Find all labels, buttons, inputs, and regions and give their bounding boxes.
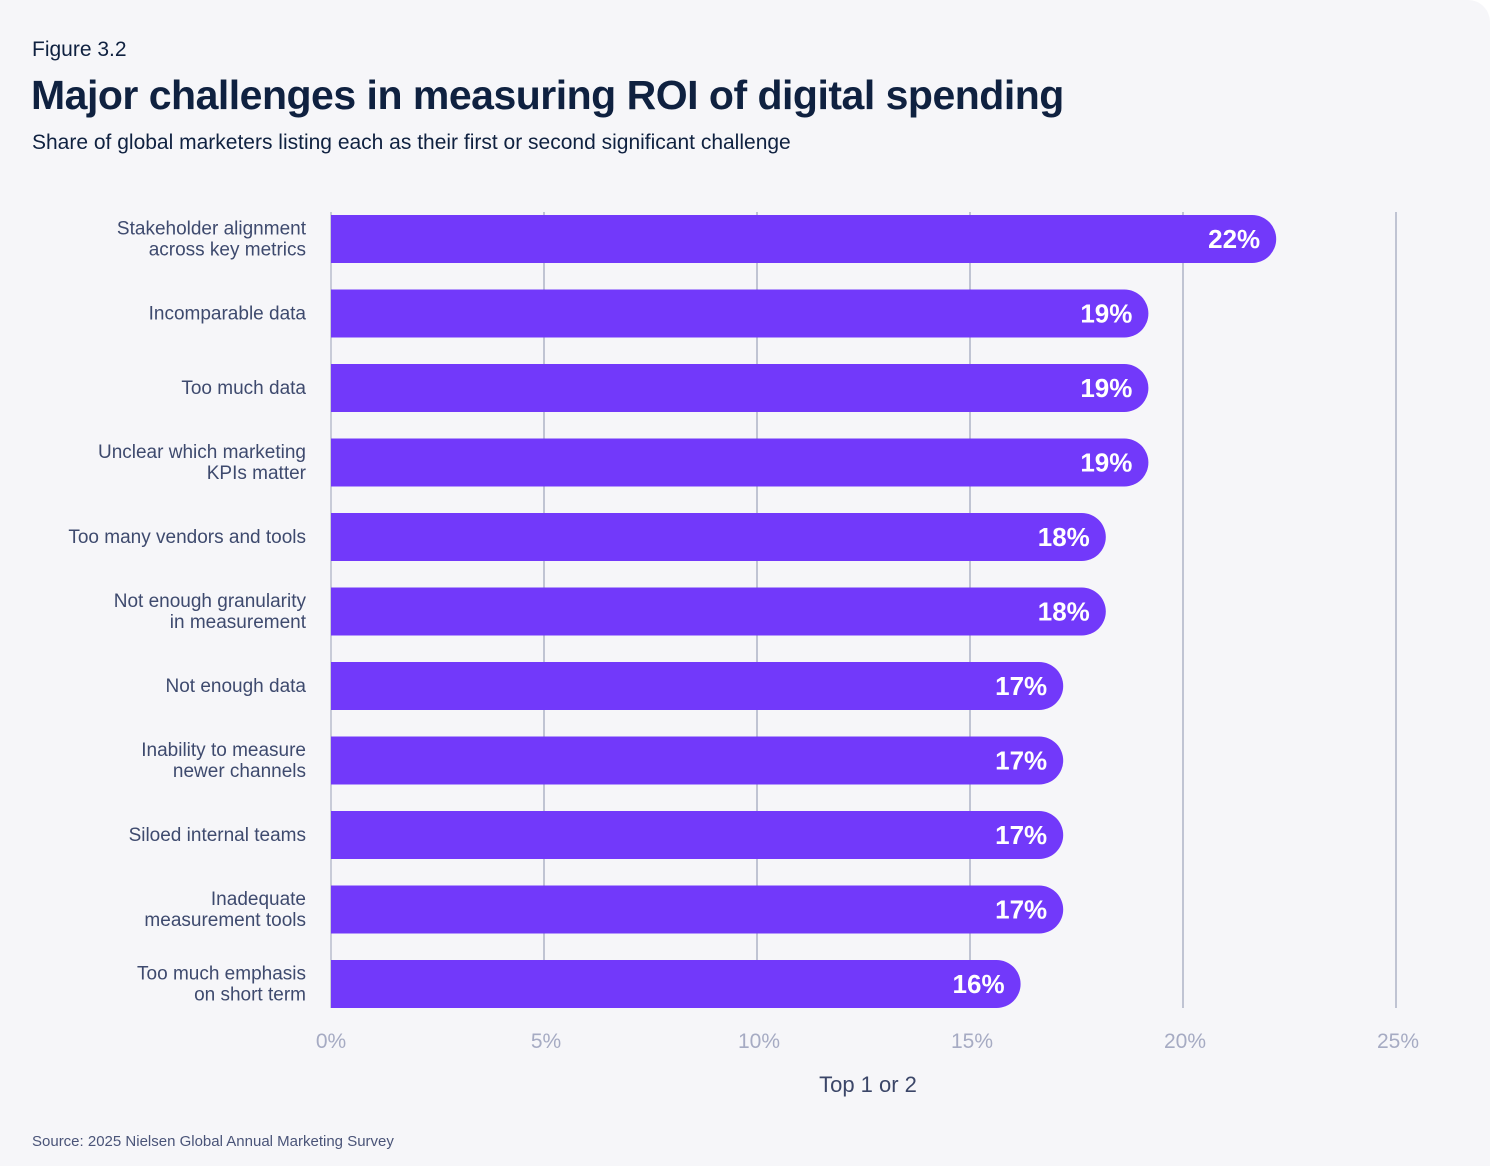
category-label: Stakeholder alignment across key metrics: [117, 219, 307, 261]
bar-data-label: 19%: [1080, 373, 1132, 403]
x-tick-label: 0%: [316, 1030, 346, 1053]
bar-data-label: 19%: [1080, 299, 1132, 329]
bar: [331, 438, 1149, 487]
bar: [331, 364, 1149, 412]
bar-data-label: 17%: [995, 671, 1047, 701]
category-label: Siloed internal teams: [129, 825, 306, 846]
bar: [331, 289, 1149, 338]
x-tick-label: 20%: [1164, 1030, 1206, 1053]
bar-data-label: 18%: [1038, 522, 1090, 552]
bar-data-label: 19%: [1080, 448, 1132, 478]
x-tick-label: 10%: [738, 1030, 780, 1053]
chart-subtitle: Share of global marketers listing each a…: [32, 131, 791, 154]
category-label: Inability to measure newer channels: [141, 740, 306, 782]
bar-data-label: 22%: [1208, 224, 1260, 254]
bar-data-label: 17%: [995, 895, 1047, 925]
bar: [331, 811, 1064, 859]
category-label: Incomparable data: [149, 304, 307, 325]
bar-data-label: 17%: [995, 820, 1047, 850]
x-tick-label: 25%: [1377, 1030, 1419, 1053]
bar: [331, 736, 1064, 785]
bar: [331, 662, 1064, 710]
bar: [331, 513, 1106, 561]
category-label: Too much emphasis on short term: [137, 964, 306, 1006]
source-note: Source: 2025 Nielsen Global Annual Marke…: [32, 1133, 394, 1150]
bar-data-label: 17%: [995, 746, 1047, 776]
x-axis-label: Top 1 or 2: [819, 1072, 917, 1097]
category-label: Not enough data: [165, 676, 306, 697]
bar-data-label: 16%: [953, 969, 1005, 999]
bar: [331, 960, 1021, 1008]
category-label: Too much data: [181, 378, 306, 399]
bar-data-label: 18%: [1038, 597, 1090, 627]
category-label: Too many vendors and tools: [68, 527, 306, 548]
figure-label: Figure 3.2: [32, 38, 127, 61]
chart-title: Major challenges in measuring ROI of dig…: [31, 72, 1064, 118]
x-tick-label: 15%: [951, 1030, 993, 1053]
category-label: Inadequate measurement tools: [144, 889, 306, 931]
x-tick-label: 5%: [531, 1030, 561, 1053]
bar: [331, 885, 1064, 934]
category-label: Not enough granularity in measurement: [114, 591, 307, 633]
category-label: Unclear which marketing KPIs matter: [98, 442, 307, 484]
bar: [331, 587, 1106, 636]
bar: [331, 215, 1277, 263]
